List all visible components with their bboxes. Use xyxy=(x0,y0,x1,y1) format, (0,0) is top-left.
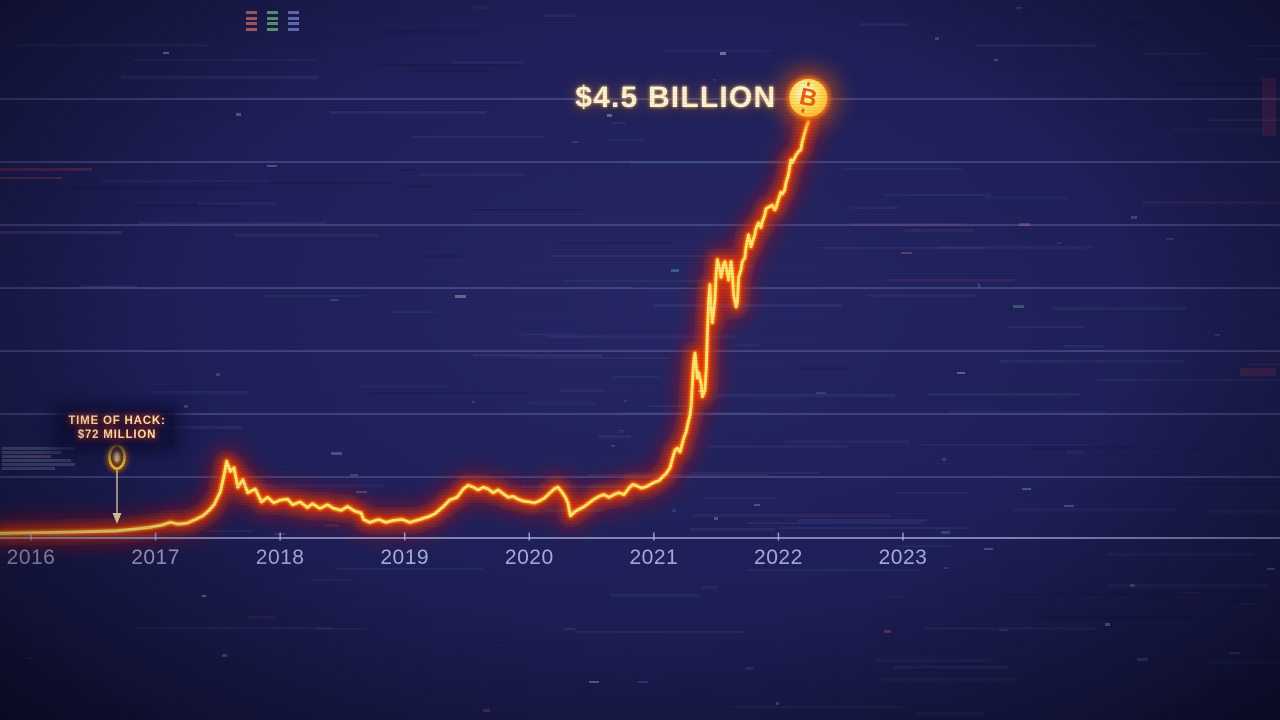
x-tick-label-2021: 2021 xyxy=(629,546,678,569)
hack-annotation-line2: $72 MILLION xyxy=(77,429,157,441)
price-line-core xyxy=(0,120,810,535)
bitcoin-coin-icon: B xyxy=(778,68,839,128)
x-tick-label-2019: 2019 xyxy=(380,546,429,569)
price-line-glow-inner xyxy=(0,119,811,536)
hack-annotation: TIME OF HACK: $72 MILLION xyxy=(59,411,175,446)
x-tick-label-2023: 2023 xyxy=(879,546,928,569)
x-tick-label-2018: 2018 xyxy=(256,546,305,569)
hack-marker-core xyxy=(114,451,120,463)
price-line-glow-outer xyxy=(0,109,822,547)
x-tick-label-2017: 2017 xyxy=(131,546,180,569)
x-tick-label-2016: 2016 xyxy=(7,546,56,569)
hack-marker xyxy=(106,442,128,524)
x-tick-label-2020: 2020 xyxy=(505,546,554,569)
x-axis-labels: 2016 2017 2018 2019 2020 2021 2022 2023 xyxy=(7,546,928,569)
peak-value-label: $4.5 BILLION xyxy=(575,81,777,115)
gridlines xyxy=(0,98,1280,478)
x-tick-label-2022: 2022 xyxy=(754,546,803,569)
price-line xyxy=(0,109,822,547)
price-line-glow-mid xyxy=(0,116,815,540)
hack-annotation-line1: TIME OF HACK: xyxy=(68,415,166,427)
